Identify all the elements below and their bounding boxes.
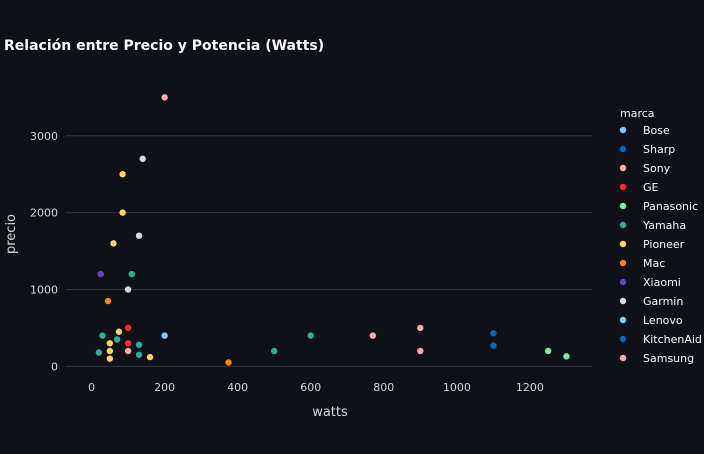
legend-label: GE xyxy=(643,181,659,194)
data-point[interactable] xyxy=(106,355,114,362)
legend-item[interactable]: Panasonic xyxy=(619,200,698,213)
data-point[interactable] xyxy=(369,332,377,339)
chart-title: Relación entre Precio y Potencia (Watts) xyxy=(4,38,324,54)
legend-marker xyxy=(619,335,627,343)
data-point[interactable] xyxy=(490,330,497,337)
data-point[interactable] xyxy=(135,341,143,349)
y-tick-label: 1000 xyxy=(30,283,58,296)
legend-label: KitchenAid xyxy=(643,333,702,346)
data-point[interactable] xyxy=(135,351,143,358)
legend-label: Bose xyxy=(643,124,670,137)
legend-marker xyxy=(619,164,627,172)
legend-label: Mac xyxy=(643,257,665,270)
data-point[interactable] xyxy=(161,94,168,101)
data-point[interactable] xyxy=(307,332,314,339)
legend-label: Yamaha xyxy=(642,219,686,232)
legend-item[interactable]: GE xyxy=(619,181,659,194)
data-point[interactable] xyxy=(139,155,146,163)
data-point[interactable] xyxy=(119,171,126,178)
data-points xyxy=(95,94,570,366)
x-tick-label: 1200 xyxy=(516,381,544,394)
legend-label: Lenovo xyxy=(643,314,683,327)
legend-item[interactable]: Samsung xyxy=(619,352,694,365)
legend-item[interactable]: Yamaha xyxy=(619,219,686,232)
legend-marker xyxy=(619,202,627,210)
data-point[interactable] xyxy=(490,342,497,349)
legend-item[interactable]: Bose xyxy=(619,124,670,137)
data-point[interactable] xyxy=(97,270,104,278)
data-point[interactable] xyxy=(563,353,570,360)
x-tick-label: 0 xyxy=(88,381,95,394)
legend-item[interactable]: Xiaomi xyxy=(619,276,681,289)
data-point[interactable] xyxy=(161,332,168,339)
legend-title: marca xyxy=(620,107,655,120)
legend-item[interactable]: KitchenAid xyxy=(619,333,702,346)
legend-item[interactable]: Sony xyxy=(619,162,671,175)
legend-item[interactable]: Pioneer xyxy=(619,238,685,251)
data-point[interactable] xyxy=(128,270,135,278)
x-tick-label: 800 xyxy=(373,381,394,394)
data-point[interactable] xyxy=(271,347,278,355)
legend-marker xyxy=(619,354,627,362)
legend-label: Sharp xyxy=(643,143,675,156)
y-tick-label: 0 xyxy=(51,360,58,373)
data-point[interactable] xyxy=(544,347,552,355)
legend-label: Sony xyxy=(643,162,671,175)
x-tick-label: 1000 xyxy=(443,381,471,394)
legend-marker xyxy=(619,221,627,229)
data-point[interactable] xyxy=(417,347,424,355)
legend-item[interactable]: Garmin xyxy=(619,295,684,308)
legend-marker xyxy=(619,145,627,153)
y-tick-label: 3000 xyxy=(30,130,58,143)
data-point[interactable] xyxy=(146,353,154,361)
legend-label: Garmin xyxy=(643,295,683,308)
data-point[interactable] xyxy=(225,359,232,366)
data-point[interactable] xyxy=(99,332,106,339)
data-point[interactable] xyxy=(106,347,114,355)
legend-marker xyxy=(619,183,627,191)
legend-marker xyxy=(619,278,627,286)
x-axis-label: watts xyxy=(312,405,348,420)
data-point[interactable] xyxy=(135,232,143,239)
legend-marker xyxy=(619,259,627,267)
data-point[interactable] xyxy=(110,240,117,247)
legend-label: Xiaomi xyxy=(643,276,681,289)
legend-marker xyxy=(619,240,627,248)
data-point[interactable] xyxy=(95,349,103,356)
data-point[interactable] xyxy=(119,209,126,216)
legend-items: Bose Sharp Sony GE Panasonic Yamaha Pioneer Mac… xyxy=(619,124,702,365)
data-point[interactable] xyxy=(104,297,112,305)
x-tick-label: 200 xyxy=(154,381,175,394)
y-axis-label: precio xyxy=(4,214,19,254)
legend-item[interactable]: Sharp xyxy=(619,143,675,156)
data-point[interactable] xyxy=(124,347,132,355)
x-axis-ticks: 0 200 400 600 800 1000 1200 xyxy=(88,381,544,394)
legend-label: Pioneer xyxy=(643,238,685,251)
legend-label: Samsung xyxy=(643,352,694,365)
data-point[interactable] xyxy=(113,336,121,343)
y-tick-label: 2000 xyxy=(30,207,58,220)
y-axis-ticks: 0 1000 2000 3000 xyxy=(30,130,58,374)
legend-item[interactable]: Lenovo xyxy=(619,314,683,327)
grid-lines xyxy=(66,135,592,367)
legend-label: Panasonic xyxy=(643,200,698,213)
data-point[interactable] xyxy=(124,286,132,293)
x-tick-label: 400 xyxy=(227,381,248,394)
legend-marker xyxy=(619,297,627,305)
data-point[interactable] xyxy=(115,328,123,335)
legend[interactable]: marca Bose Sharp Sony GE Panasonic Yamaha Pion… xyxy=(619,107,702,365)
data-point[interactable] xyxy=(124,340,132,347)
legend-marker xyxy=(619,316,627,324)
x-tick-label: 600 xyxy=(300,381,321,394)
data-point[interactable] xyxy=(124,324,132,332)
legend-marker xyxy=(619,126,627,134)
legend-item[interactable]: Mac xyxy=(619,257,665,270)
data-point[interactable] xyxy=(417,324,424,332)
data-point[interactable] xyxy=(106,340,114,347)
